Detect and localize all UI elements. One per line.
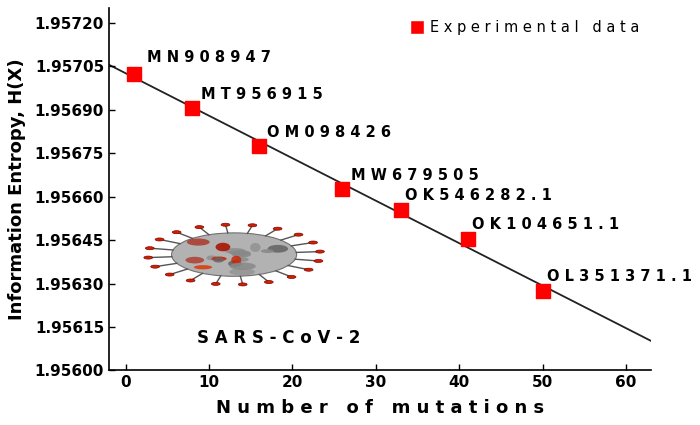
Ellipse shape xyxy=(213,257,224,263)
Ellipse shape xyxy=(316,250,324,253)
Ellipse shape xyxy=(238,283,247,286)
Ellipse shape xyxy=(211,257,227,261)
Ellipse shape xyxy=(265,280,273,283)
Ellipse shape xyxy=(165,273,174,276)
Ellipse shape xyxy=(250,243,260,252)
Ellipse shape xyxy=(248,224,257,227)
Ellipse shape xyxy=(231,256,241,264)
Point xyxy=(537,287,548,294)
Ellipse shape xyxy=(172,233,297,276)
Ellipse shape xyxy=(232,252,251,258)
Ellipse shape xyxy=(304,268,313,271)
Text: S A R S - C o V - 2: S A R S - C o V - 2 xyxy=(197,329,360,347)
Ellipse shape xyxy=(230,250,251,255)
Point xyxy=(253,142,265,149)
Ellipse shape xyxy=(150,265,160,268)
Ellipse shape xyxy=(186,257,204,264)
Ellipse shape xyxy=(225,248,246,254)
Ellipse shape xyxy=(146,246,154,250)
Ellipse shape xyxy=(172,231,181,234)
Ellipse shape xyxy=(235,257,248,262)
Text: O L 3 5 1 3 7 1 . 1: O L 3 5 1 3 7 1 . 1 xyxy=(547,269,692,284)
Point xyxy=(395,206,407,213)
Ellipse shape xyxy=(273,227,282,230)
Ellipse shape xyxy=(267,245,288,253)
Text: M W 6 7 9 5 0 5: M W 6 7 9 5 0 5 xyxy=(351,168,479,183)
Ellipse shape xyxy=(144,256,153,259)
Ellipse shape xyxy=(229,268,255,275)
Ellipse shape xyxy=(186,279,195,282)
Ellipse shape xyxy=(314,259,323,263)
Point xyxy=(187,105,198,112)
Ellipse shape xyxy=(187,238,210,246)
Ellipse shape xyxy=(228,260,242,267)
Ellipse shape xyxy=(195,226,204,229)
Text: M T 9 5 6 9 1 5: M T 9 5 6 9 1 5 xyxy=(201,87,323,102)
Y-axis label: Information Entropy, H(X): Information Entropy, H(X) xyxy=(8,59,27,320)
Text: O K 5 4 6 2 8 2 . 1: O K 5 4 6 2 8 2 . 1 xyxy=(405,188,552,203)
Ellipse shape xyxy=(194,265,212,269)
Ellipse shape xyxy=(287,275,296,278)
Legend: E x p e r i m e n t a l   d a t a: E x p e r i m e n t a l d a t a xyxy=(407,16,644,40)
Ellipse shape xyxy=(211,282,220,286)
Ellipse shape xyxy=(261,249,274,253)
Ellipse shape xyxy=(294,233,303,236)
Ellipse shape xyxy=(206,255,217,260)
Point xyxy=(337,186,348,193)
Point xyxy=(462,235,473,242)
Ellipse shape xyxy=(216,243,230,251)
Ellipse shape xyxy=(309,241,318,244)
X-axis label: N u m b e r   o f   m u t a t i o n s: N u m b e r o f m u t a t i o n s xyxy=(216,399,544,416)
Text: O K 1 0 4 6 5 1 . 1: O K 1 0 4 6 5 1 . 1 xyxy=(472,217,619,232)
Text: M N 9 0 8 9 4 7: M N 9 0 8 9 4 7 xyxy=(146,51,270,65)
Text: O M 0 9 8 4 2 6: O M 0 9 8 4 2 6 xyxy=(267,125,391,139)
Ellipse shape xyxy=(221,223,230,226)
Ellipse shape xyxy=(230,263,256,270)
Ellipse shape xyxy=(155,238,164,241)
Point xyxy=(128,70,139,77)
